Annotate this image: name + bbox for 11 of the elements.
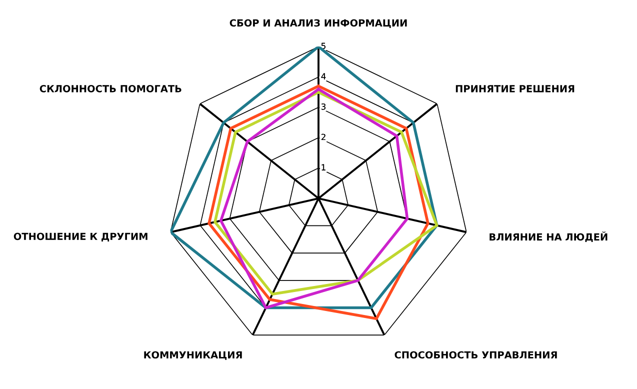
- spoke-label: ПРИНЯТИЕ РЕШЕНИЯ: [456, 85, 574, 92]
- y-tick-label: 2: [321, 134, 326, 140]
- spoke-label: СПОСОБНОСТЬ УПРАВЛЕНИЯ: [394, 351, 557, 359]
- y-tick-label: 4: [321, 73, 326, 80]
- y-tick-label: 3: [321, 103, 326, 110]
- y-tick-label: 1: [322, 164, 326, 170]
- spoke-label: КОММУНИКАЦИЯ: [144, 351, 242, 360]
- spoke-label: СКЛОННОСТЬ ПОМОГАТЬ: [40, 84, 182, 92]
- spoke-label: ВЛИЯНИЕ НА ЛЮДЕЙ: [490, 231, 608, 242]
- spoke-label: ОТНОШЕНИЕ К ДРУГИМ: [14, 232, 148, 242]
- spoke-label: СБОР И АНАЛИЗ ИНФОРМАЦИИ: [230, 19, 407, 28]
